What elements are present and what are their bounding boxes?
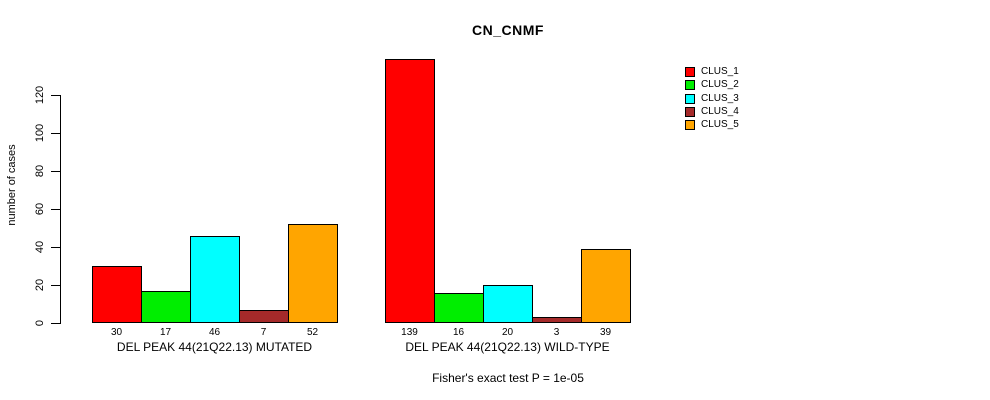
legend-swatch-clus_1 [685, 67, 695, 77]
legend-label-clus_2: CLUS_2 [701, 79, 739, 90]
legend-swatch-clus_3 [685, 94, 695, 104]
bar-value-label: 3 [553, 327, 560, 338]
bar-value-label: 52 [306, 327, 319, 338]
y-tick-label: 40 [34, 240, 46, 254]
bar-value-label: 46 [208, 327, 221, 338]
bar-clus_2-group1 [141, 291, 191, 323]
bar-clus_4-group2 [532, 317, 582, 323]
legend-swatch-clus_2 [685, 80, 695, 90]
bar-clus_1-group2 [385, 59, 435, 323]
y-tick-mark [51, 171, 60, 172]
y-tick-label: 120 [34, 85, 46, 105]
category-label: DEL PEAK 44(21Q22.13) MUTATED [116, 340, 313, 354]
legend-swatch-clus_4 [685, 107, 695, 117]
y-tick-mark [51, 285, 60, 286]
y-axis-line [60, 95, 61, 324]
y-tick-mark [51, 133, 60, 134]
y-tick-mark [51, 323, 60, 324]
legend-swatch-clus_5 [685, 120, 695, 130]
bar-clus_5-group2 [581, 249, 631, 323]
bar-value-label: 30 [110, 327, 123, 338]
legend-label-clus_1: CLUS_1 [701, 66, 739, 77]
fisher-test-note: Fisher's exact test P = 1e-05 [432, 371, 584, 385]
bar-value-label: 16 [452, 327, 465, 338]
bar-clus_4-group1 [239, 310, 289, 323]
y-tick-label: 20 [34, 278, 46, 292]
y-tick-mark [51, 247, 60, 248]
bar-value-label: 39 [599, 327, 612, 338]
y-tick-label: 60 [34, 202, 46, 216]
legend-label-clus_4: CLUS_4 [701, 106, 739, 117]
bar-clus_2-group2 [434, 293, 484, 323]
legend-label-clus_3: CLUS_3 [701, 93, 739, 104]
y-tick-label: 80 [34, 164, 46, 178]
y-axis-label: number of cases [6, 144, 18, 226]
y-tick-label: 100 [34, 123, 46, 143]
bar-value-label: 7 [260, 327, 267, 338]
y-tick-label: 0 [34, 319, 46, 327]
legend-label-clus_5: CLUS_5 [701, 119, 739, 130]
bar-clus_5-group1 [288, 224, 338, 323]
y-tick-mark [51, 209, 60, 210]
category-label: DEL PEAK 44(21Q22.13) WILD-TYPE [405, 340, 610, 354]
bar-clus_3-group2 [483, 285, 533, 323]
bar-value-label: 20 [501, 327, 514, 338]
y-tick-mark [51, 95, 60, 96]
bar-value-label: 17 [159, 327, 172, 338]
bar-clus_1-group1 [92, 266, 142, 323]
bar-value-label: 139 [401, 327, 418, 338]
chart-title: CN_CNMF [472, 22, 544, 38]
bar-clus_3-group1 [190, 236, 240, 323]
